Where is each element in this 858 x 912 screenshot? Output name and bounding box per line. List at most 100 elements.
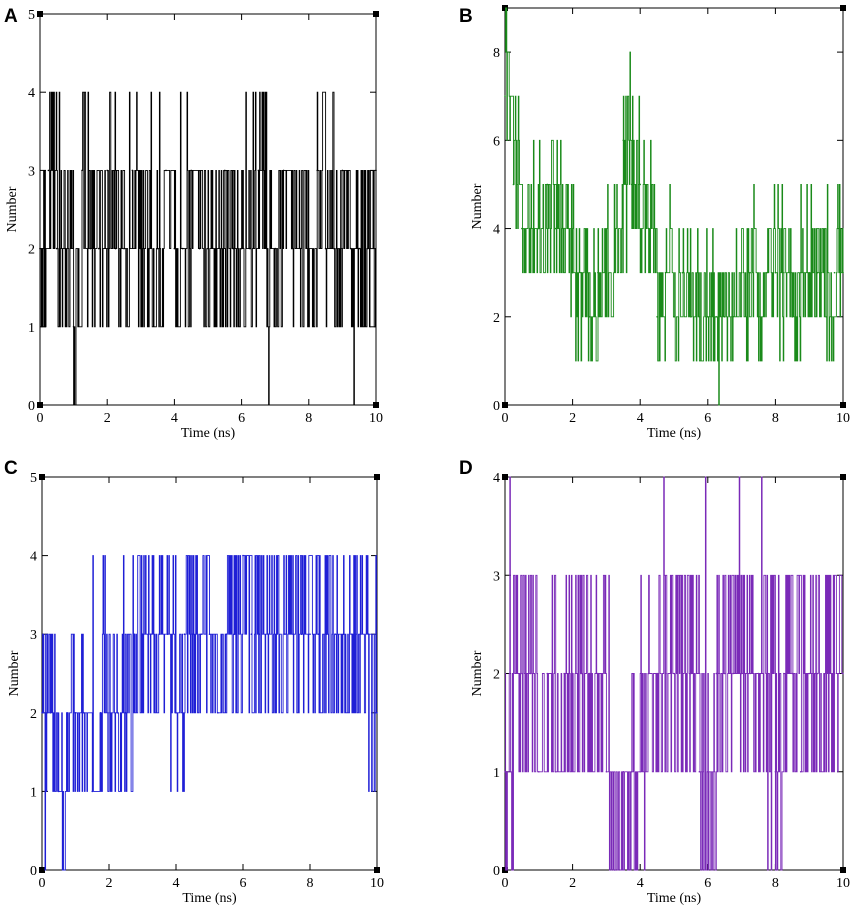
data-point [99,712,102,714]
panel-label-b: B [459,6,473,27]
data-point [291,247,293,250]
data-point [81,169,83,172]
data-point [630,183,633,186]
series-line-b [505,7,844,406]
x-tick-label: 4 [637,411,644,426]
data-point [351,633,353,635]
y-tick-label: 0 [493,399,500,414]
y-tick-label: 1 [493,766,500,781]
data-point [156,247,159,250]
x-tick-label: 10 [370,876,384,891]
series-line-d [505,476,843,871]
data-point [158,633,161,635]
data-point [148,247,150,250]
data-point [249,247,251,250]
data-point [131,169,134,172]
panel-label-c: C [4,458,18,479]
x-tick-label: 0 [502,876,509,891]
y-axis-title: Number [5,186,20,232]
data-point [749,672,751,675]
data-point [233,633,236,635]
x-tick-label: 6 [704,411,711,426]
data-point [198,247,201,250]
data-point [614,227,616,230]
data-point [766,672,768,675]
data-point [366,247,369,250]
data-point [266,247,268,250]
chart-panel-c: 0 1 2 3 4 5 0 2 4 6 8 10 Time (ns) Number [7,471,384,906]
data-point [299,247,302,250]
data-point [673,672,675,675]
x-tick-label: 2 [104,411,111,426]
data-point [580,672,582,675]
data-point [324,247,327,250]
data-point [376,712,378,714]
data-point [150,633,152,635]
data-point [622,139,625,142]
data-point [350,247,352,250]
x-tick-label: 6 [240,876,247,891]
data-point [799,770,802,773]
data-point [690,672,692,675]
data-point [571,672,574,675]
x-tick-label: 8 [772,411,779,426]
data-point [116,712,119,714]
data-point [723,315,726,318]
data-point [647,227,650,230]
data-point [325,633,328,635]
data-point [597,672,599,675]
x-tick-label: 0 [37,411,44,426]
x-tick-label: 2 [106,876,113,891]
data-point [529,672,532,675]
data-point [284,633,286,635]
data-point [175,712,177,714]
data-point [512,672,515,675]
data-point [49,712,52,714]
data-point [715,315,718,318]
data-point [292,633,295,635]
x-axis-title: Time (ns) [182,891,237,906]
data-point [673,315,675,318]
data-point [816,271,819,274]
data-point [91,790,94,793]
data-point [707,770,709,773]
data-point [664,672,667,675]
x-tick-label: 2 [569,876,576,891]
data-point [622,770,625,773]
data-point [546,183,549,186]
data-point [173,247,176,250]
data-point [656,672,658,675]
x-axis-title: Time (ns) [181,426,236,441]
data-point [504,95,506,98]
y-tick-label: 4 [28,86,35,101]
y-tick-label: 3 [28,164,35,179]
data-point [825,315,827,318]
data-point [106,169,108,172]
data-point [257,169,260,172]
data-point [808,672,810,675]
data-point [141,633,144,635]
data-point [342,633,345,635]
data-point [98,247,100,250]
data-point [833,271,836,274]
x-tick-label: 8 [305,411,312,426]
data-point [250,633,253,635]
y-tick-label: 0 [28,399,35,414]
data-point [614,869,616,871]
data-point [217,712,219,714]
data-point [690,315,692,318]
data-point [242,554,244,557]
data-point [774,770,777,773]
x-tick-label: 2 [569,411,576,426]
data-point [707,315,709,318]
data-point [529,227,532,230]
data-point [732,672,734,675]
x-tick-label: 6 [238,411,245,426]
data-point [166,633,169,635]
data-point [300,633,303,635]
y-tick-label: 0 [493,864,500,879]
data-point [630,770,633,773]
data-point [232,247,234,250]
data-point [123,247,125,250]
